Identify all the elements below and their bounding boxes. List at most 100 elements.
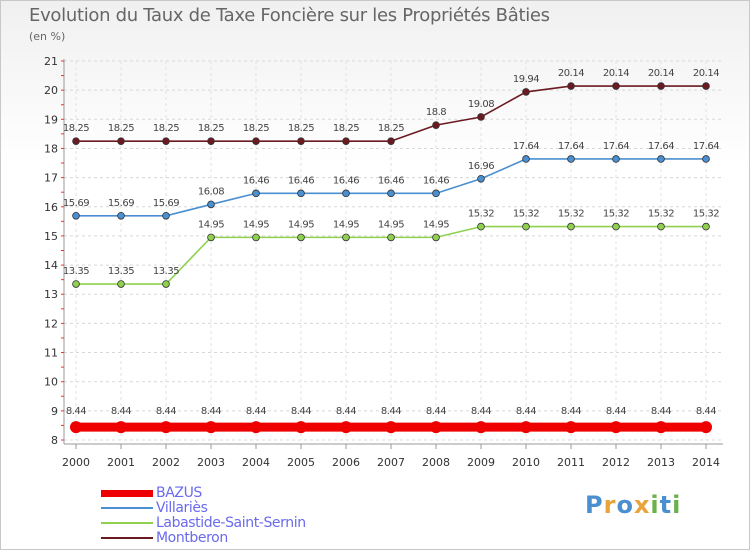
legend-swatch bbox=[101, 537, 153, 539]
data-label: 16.46 bbox=[243, 175, 269, 186]
data-label: 8.44 bbox=[291, 406, 311, 417]
data-label: 14.95 bbox=[198, 219, 224, 230]
data-point bbox=[72, 137, 80, 145]
y-tick-label: 12 bbox=[44, 317, 58, 330]
x-tick-label: 2002 bbox=[152, 456, 180, 469]
data-point bbox=[162, 212, 170, 220]
data-label: 13.35 bbox=[63, 266, 89, 277]
data-point bbox=[477, 174, 485, 183]
brand-letter: x bbox=[633, 491, 651, 519]
data-label: 8.44 bbox=[516, 406, 536, 417]
legend-swatch bbox=[101, 522, 153, 524]
data-point bbox=[252, 233, 260, 242]
data-label: 18.25 bbox=[243, 123, 269, 134]
data-label: 14.95 bbox=[243, 219, 269, 230]
data-label: 20.14 bbox=[558, 68, 584, 79]
data-point bbox=[117, 137, 125, 145]
x-tick-label: 2014 bbox=[692, 456, 720, 469]
data-label: 14.95 bbox=[378, 219, 404, 230]
data-point bbox=[297, 233, 305, 242]
data-point bbox=[432, 189, 440, 198]
x-tick-label: 2005 bbox=[287, 456, 315, 469]
data-label: 20.14 bbox=[603, 68, 629, 79]
data-point bbox=[700, 421, 712, 434]
data-point bbox=[702, 155, 710, 163]
data-label: 8.44 bbox=[381, 406, 401, 417]
y-tick-label: 19 bbox=[44, 113, 58, 126]
data-point bbox=[522, 222, 530, 231]
y-tick-label: 14 bbox=[44, 259, 58, 272]
data-label: 15.32 bbox=[468, 209, 494, 220]
legend-swatch bbox=[101, 507, 153, 509]
data-point bbox=[655, 421, 667, 434]
data-label: 19.94 bbox=[513, 74, 539, 85]
data-point bbox=[522, 155, 530, 163]
data-label: 8.44 bbox=[696, 406, 716, 417]
data-label: 8.44 bbox=[246, 406, 266, 417]
data-point bbox=[297, 189, 305, 198]
y-tick-label: 17 bbox=[44, 172, 58, 185]
y-unit-label: (en %) bbox=[29, 30, 66, 43]
data-point bbox=[387, 189, 395, 198]
x-tick-label: 2009 bbox=[467, 456, 495, 469]
data-point bbox=[342, 137, 350, 145]
data-point bbox=[477, 113, 485, 121]
x-tick-label: 2003 bbox=[197, 456, 225, 469]
y-tick-label: 8 bbox=[51, 434, 58, 447]
legend-label: Montberon bbox=[156, 530, 228, 546]
legend-label: BAZUS bbox=[156, 485, 202, 501]
data-point bbox=[72, 212, 80, 220]
y-tick-label: 11 bbox=[44, 347, 58, 360]
data-label: 20.14 bbox=[693, 68, 719, 79]
y-tick-label: 16 bbox=[44, 201, 58, 214]
x-tick-label: 2000 bbox=[62, 456, 90, 469]
y-tick-label: 9 bbox=[51, 405, 58, 418]
data-label: 8.44 bbox=[336, 406, 356, 417]
brand-letter: i bbox=[672, 491, 682, 519]
data-point bbox=[207, 233, 215, 242]
data-label: 18.25 bbox=[333, 123, 359, 134]
data-point bbox=[205, 421, 217, 434]
data-point bbox=[702, 222, 710, 231]
x-tick-label: 2013 bbox=[647, 456, 675, 469]
data-point bbox=[430, 421, 442, 434]
data-label: 18.25 bbox=[288, 123, 314, 134]
data-label: 16.46 bbox=[423, 175, 449, 186]
data-label: 15.69 bbox=[63, 198, 89, 209]
x-tick-label: 2008 bbox=[422, 456, 450, 469]
data-point bbox=[520, 421, 532, 434]
data-point bbox=[477, 222, 485, 231]
data-label: 8.44 bbox=[426, 406, 446, 417]
data-label: 16.46 bbox=[333, 175, 359, 186]
data-label: 16.46 bbox=[378, 175, 404, 186]
y-tick-label: 13 bbox=[44, 288, 58, 301]
data-label: 8.44 bbox=[201, 406, 221, 417]
legend-swatch bbox=[101, 490, 153, 497]
data-point bbox=[162, 137, 170, 145]
data-point bbox=[612, 155, 620, 163]
legend-item: Labastide-Saint-Sernin bbox=[101, 515, 421, 531]
data-label: 18.25 bbox=[198, 123, 224, 134]
x-tick-label: 2001 bbox=[107, 456, 135, 469]
data-label: 17.64 bbox=[693, 141, 719, 152]
data-label: 8.44 bbox=[111, 406, 131, 417]
data-point bbox=[162, 280, 170, 288]
data-point bbox=[702, 82, 710, 90]
data-point bbox=[117, 212, 125, 220]
data-point bbox=[207, 200, 215, 209]
data-label: 16.46 bbox=[288, 175, 314, 186]
x-tick-label: 2010 bbox=[512, 456, 540, 469]
data-point bbox=[565, 421, 577, 434]
data-label: 15.32 bbox=[693, 209, 719, 220]
data-point bbox=[475, 421, 487, 434]
data-label: 8.44 bbox=[66, 406, 86, 417]
legend: BAZUS Villariès Labastide-Saint-Sernin Mont… bbox=[101, 485, 421, 546]
data-point bbox=[342, 189, 350, 198]
brand-logo: Proxiti bbox=[585, 491, 681, 519]
data-label: 14.95 bbox=[423, 219, 449, 230]
data-label: 15.32 bbox=[558, 209, 584, 220]
data-point bbox=[657, 155, 665, 163]
x-tick-label: 2011 bbox=[557, 456, 585, 469]
